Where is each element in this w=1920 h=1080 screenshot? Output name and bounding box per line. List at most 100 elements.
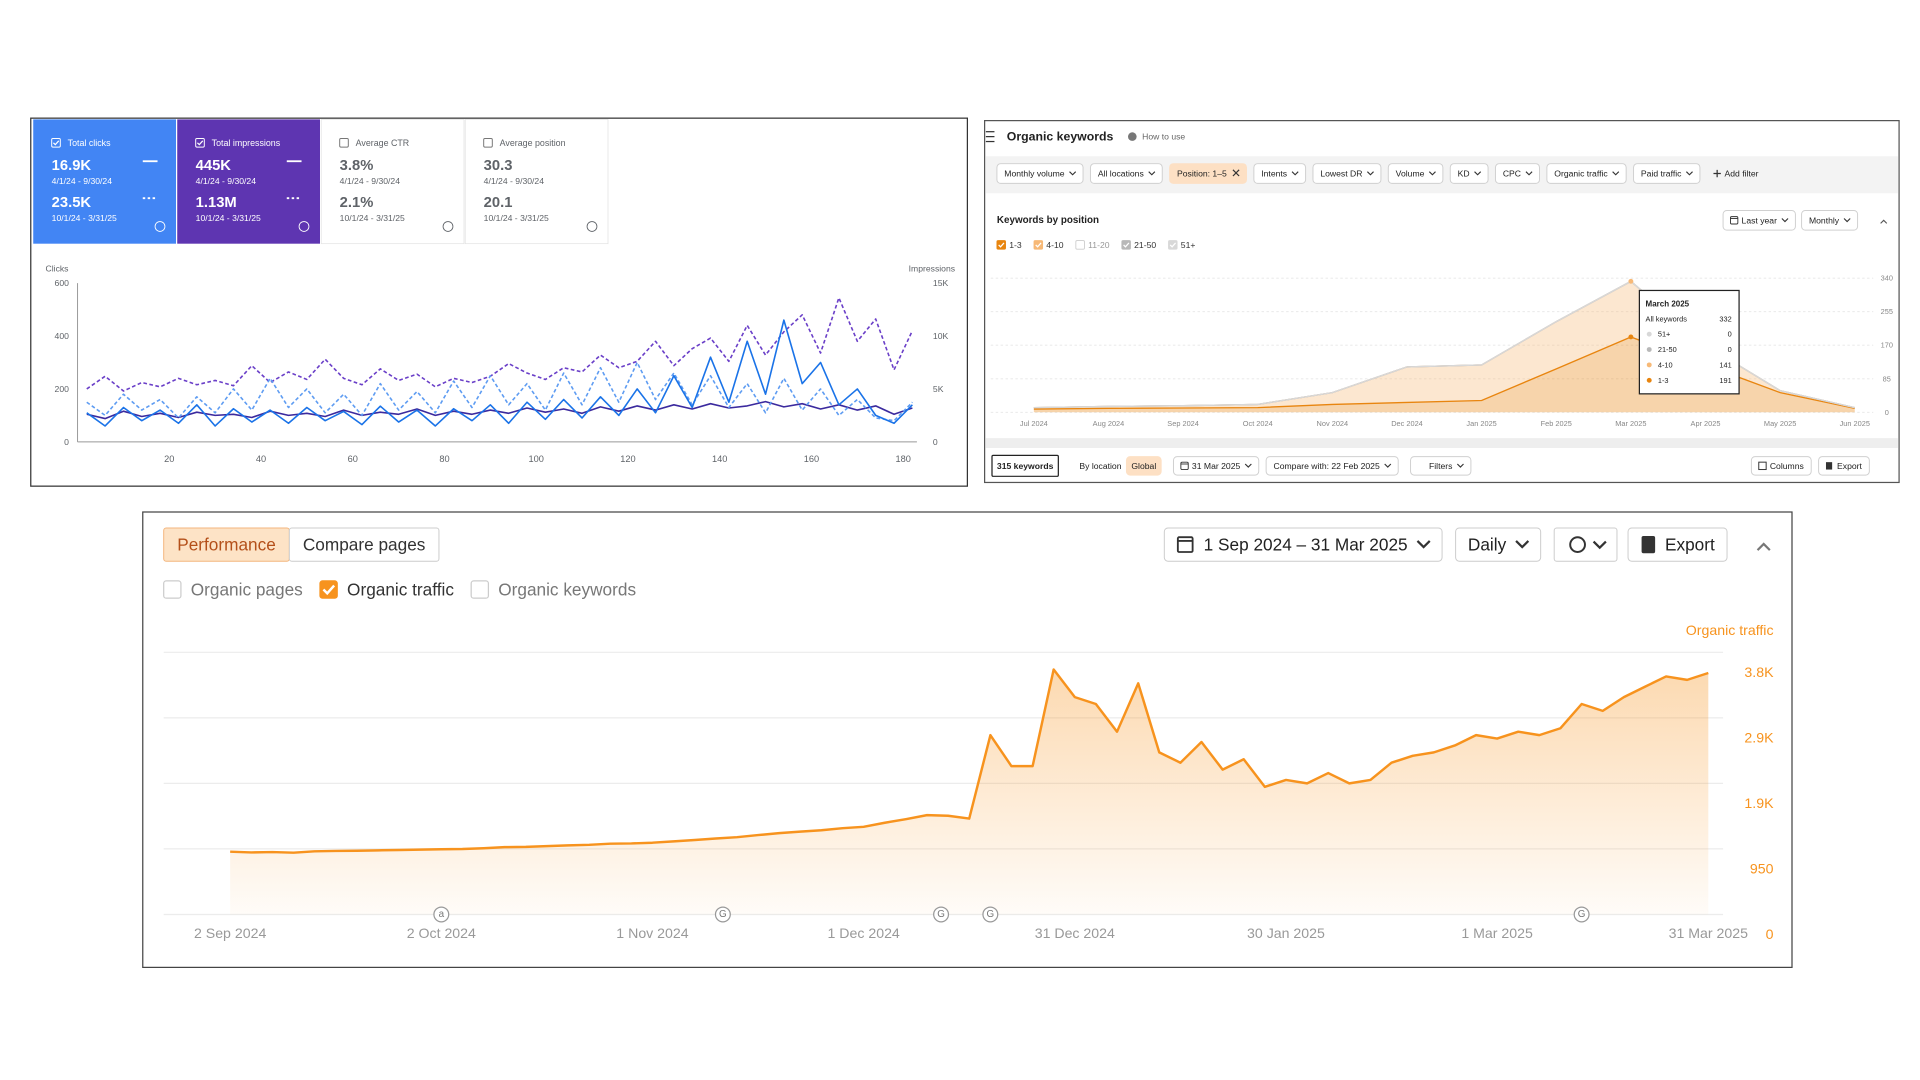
button-frame[interactable] [1801,209,1859,231]
toggle-checkbox[interactable] [163,580,182,599]
button-label[interactable]: Paid traffic [1641,169,1682,179]
button-frame[interactable] [1633,163,1701,184]
button-frame[interactable] [1818,456,1870,476]
annotation-marker[interactable] [1573,906,1590,923]
button-label[interactable]: Monthly [1809,215,1840,225]
button-label[interactable]: Position: 1–5 [1177,169,1227,179]
help-icon [154,221,166,232]
legend-checkbox[interactable] [1168,240,1178,250]
button-frame[interactable] [1089,163,1163,184]
toggle-label[interactable]: Organic traffic [347,580,454,600]
annotation-marker[interactable] [933,906,950,923]
annotation-label[interactable]: a [439,909,445,920]
toggle-label[interactable]: Organic keywords [498,580,636,600]
button-frame[interactable] [1312,163,1382,184]
button-label[interactable]: All locations [1098,169,1144,179]
button-label[interactable]: 315 keywords [997,461,1054,471]
divider [985,438,1898,448]
caret-icon [1148,171,1156,176]
section-title: Keywords by position [997,215,1099,226]
tooltip-label: All keywords [1646,314,1688,323]
metric-checkbox[interactable] [339,137,349,148]
annotation-label[interactable]: G [719,909,727,920]
button-frame[interactable] [1125,456,1162,476]
metric-checkbox[interactable] [483,137,493,148]
metric-card[interactable] [177,119,320,244]
annotation-marker[interactable] [433,906,450,923]
button-label[interactable]: Lowest DR [1320,169,1362,179]
button-label[interactable]: Daily [1468,535,1507,555]
legend-label[interactable]: 1-3 [1009,240,1022,250]
annotation-label[interactable]: G [1578,909,1586,920]
metric-checkbox[interactable] [51,137,61,148]
button-frame[interactable] [1410,456,1472,476]
button-label[interactable]: Export [1665,535,1715,555]
button-frame[interactable] [1253,163,1307,184]
button-frame[interactable] [1722,209,1796,231]
button-label[interactable]: Export [1837,461,1862,471]
metric-card[interactable] [464,119,609,245]
metric-compare-range: 10/1/24 - 3/31/25 [196,213,261,223]
help-link[interactable]: How to use [1142,132,1185,142]
button-label[interactable]: Volume [1396,169,1425,179]
metric-card[interactable] [33,119,176,244]
caret-icon [1291,171,1299,176]
button-label[interactable]: Global [1131,461,1156,471]
metric-card[interactable] [320,119,465,245]
button-label[interactable]: Compare pages [303,535,426,555]
legend-checkbox[interactable] [1075,240,1085,250]
x-tick-label: Jul 2024 [1020,419,1048,428]
button-label[interactable]: By location [1079,461,1121,471]
legend-checkbox[interactable] [996,240,1006,250]
legend-label[interactable]: 21-50 [1134,240,1156,250]
button-label[interactable]: Columns [1770,461,1804,471]
toggle-checkbox[interactable] [319,580,338,599]
annotation-marker[interactable] [982,906,999,923]
button-frame[interactable] [1169,163,1247,184]
button-frame[interactable] [1163,527,1443,562]
button-frame[interactable] [1455,527,1542,562]
button-frame[interactable] [1546,163,1627,184]
annotation-label[interactable]: G [937,909,945,920]
button-frame[interactable] [1265,456,1399,476]
legend-checkbox[interactable] [1121,240,1131,250]
button-label[interactable]: Monthly volume [1004,169,1065,179]
check-icon [1123,242,1130,248]
button-label[interactable]: 1 Sep 2024 – 31 Mar 2025 [1204,535,1408,555]
button-label[interactable]: Performance [177,535,276,555]
y2-tick-label: 0 [933,437,938,447]
metric-label: Average CTR [356,138,410,148]
toggle-label[interactable]: Organic pages [191,580,303,600]
metric-checkbox[interactable] [195,137,205,148]
button-label[interactable]: 31 Mar 2025 [1192,461,1241,471]
button-frame[interactable] [1387,163,1444,184]
legend-checkbox[interactable] [1033,240,1044,250]
button-frame[interactable] [288,527,440,562]
y2-tick-label: 10K [933,331,949,341]
add-filter[interactable]: Add filter [1725,169,1759,179]
button-label[interactable]: Last year [1742,215,1778,225]
legend-label[interactable]: 4-10 [1046,240,1063,250]
button-frame[interactable] [1172,456,1260,476]
button-frame[interactable] [996,163,1084,184]
button-label[interactable]: CPC [1503,169,1521,179]
comment-icon [1569,536,1586,553]
panel-title: Organic keywords [1007,130,1114,144]
button-label[interactable]: Filters [1429,461,1452,471]
annotation-label[interactable]: G [987,909,995,920]
button-frame[interactable] [1750,456,1812,476]
button-label[interactable]: KD [1458,169,1470,179]
button-frame[interactable] [1494,163,1540,184]
button-label[interactable]: Organic traffic [1554,169,1608,179]
legend-label[interactable]: 51+ [1181,240,1196,250]
button-frame[interactable] [1449,163,1489,184]
caret-icon [1244,463,1252,468]
button-label[interactable]: Compare with: 22 Feb 2025 [1274,461,1380,471]
legend-label[interactable]: 11-20 [1088,240,1110,250]
button-label[interactable]: Intents [1261,169,1287,179]
button-frame[interactable] [991,454,1059,477]
annotation-marker[interactable] [714,906,731,923]
toggle-checkbox[interactable] [470,580,490,599]
series-line [86,400,913,420]
